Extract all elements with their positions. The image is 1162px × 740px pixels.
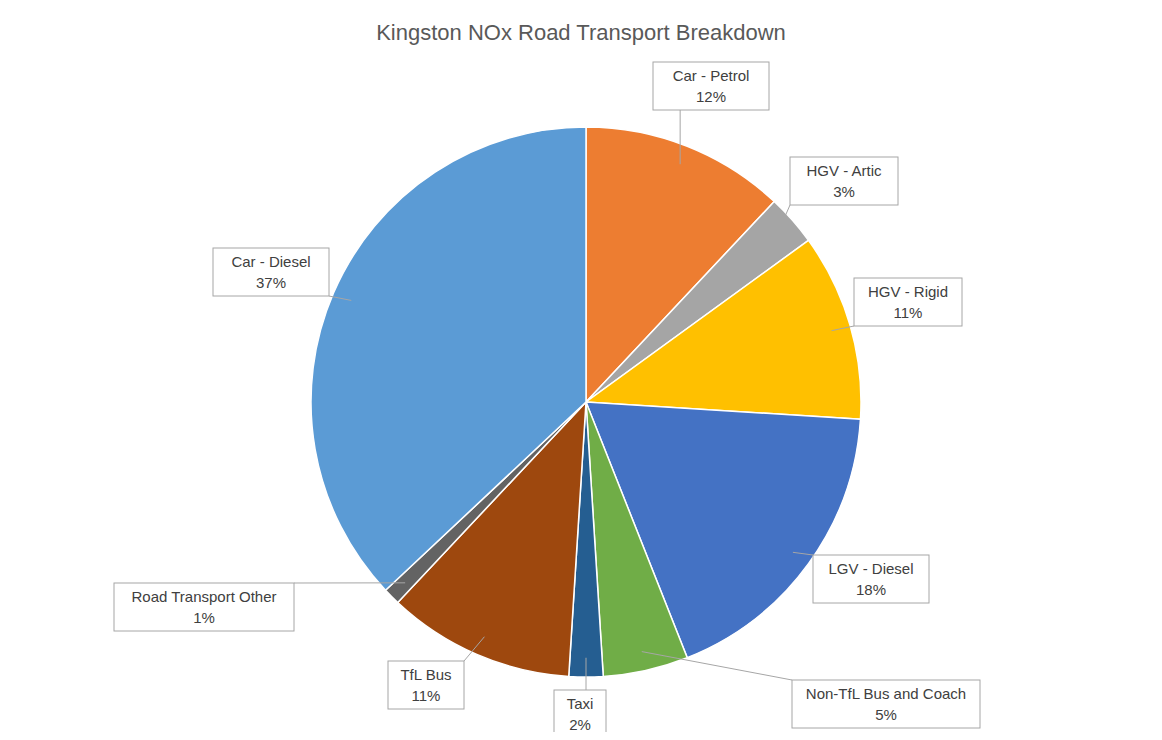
svg-text:11%: 11% <box>412 687 441 704</box>
svg-text:2%: 2% <box>569 716 591 732</box>
svg-text:37%: 37% <box>256 274 286 291</box>
svg-text:Car - Petrol: Car - Petrol <box>673 67 750 84</box>
svg-text:12%: 12% <box>696 88 726 105</box>
svg-text:5%: 5% <box>875 706 897 723</box>
svg-text:3%: 3% <box>833 183 855 200</box>
html-text:Kingston NOx Road Transport Br: Kingston NOx Road Transport Breakdown <box>376 20 786 45</box>
svg-text:Road Transport Other: Road Transport Other <box>131 588 276 605</box>
svg-text:Car - Diesel: Car - Diesel <box>231 253 310 270</box>
svg-text:HGV - Artic: HGV - Artic <box>806 162 882 179</box>
svg-text:LGV - Diesel: LGV - Diesel <box>828 560 913 577</box>
svg-text:HGV - Rigid: HGV - Rigid <box>868 283 948 300</box>
svg-text:Non-TfL Bus and Coach: Non-TfL Bus and Coach <box>806 685 966 702</box>
svg-text:1%: 1% <box>193 609 215 626</box>
svg-text:18%: 18% <box>856 581 886 598</box>
svg-text:Taxi: Taxi <box>567 695 594 712</box>
svg-text:11%: 11% <box>894 304 923 321</box>
svg-text:TfL Bus: TfL Bus <box>400 666 451 683</box>
